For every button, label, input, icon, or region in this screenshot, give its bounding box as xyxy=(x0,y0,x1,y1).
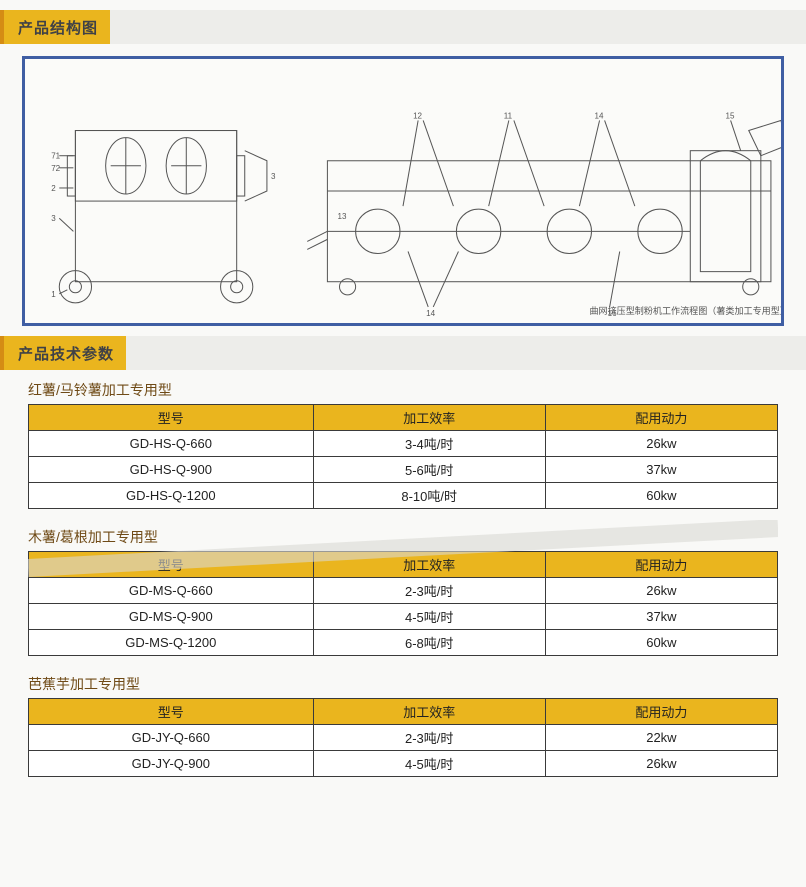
diagram-caption: 曲网挤压型制粉机工作流程图（薯类加工专用型） xyxy=(589,305,781,316)
table-cell: 3-4吨/时 xyxy=(313,431,545,457)
column-header: 加工效率 xyxy=(313,699,545,725)
svg-text:13: 13 xyxy=(337,212,346,221)
table-cell: 22kw xyxy=(545,725,777,751)
table-cell: GD-MS-Q-900 xyxy=(29,604,314,630)
svg-text:71: 71 xyxy=(51,152,60,161)
table-cell: 26kw xyxy=(545,751,777,777)
column-header: 配用动力 xyxy=(545,699,777,725)
svg-text:12: 12 xyxy=(413,111,422,120)
table-cell: 60kw xyxy=(545,483,777,509)
table-cell: GD-HS-Q-900 xyxy=(29,457,314,483)
diagram-frame: 71 72 2 3 1 3 xyxy=(22,56,784,326)
table-cell: GD-HS-Q-660 xyxy=(29,431,314,457)
table-cell: 37kw xyxy=(545,604,777,630)
column-header: 型号 xyxy=(29,552,314,578)
svg-text:3: 3 xyxy=(271,172,276,181)
table-row: GD-MS-Q-6602-3吨/时26kw xyxy=(29,578,778,604)
header-accent: 产品技术参数 xyxy=(0,336,126,370)
table-cell: GD-MS-Q-660 xyxy=(29,578,314,604)
svg-text:14: 14 xyxy=(426,309,435,318)
table-title: 红薯/马铃薯加工专用型 xyxy=(28,380,778,400)
column-header: 加工效率 xyxy=(313,552,545,578)
spec-table: 型号加工效率配用动力GD-HS-Q-6603-4吨/时26kwGD-HS-Q-9… xyxy=(28,404,778,509)
column-header: 配用动力 xyxy=(545,552,777,578)
column-header: 型号 xyxy=(29,405,314,431)
table-cell: GD-JY-Q-660 xyxy=(29,725,314,751)
section-title: 产品结构图 xyxy=(18,17,98,38)
table-cell: 4-5吨/时 xyxy=(313,751,545,777)
technical-drawing: 71 72 2 3 1 3 xyxy=(25,59,781,323)
svg-text:11: 11 xyxy=(504,111,513,120)
table-cell: 37kw xyxy=(545,457,777,483)
table-cell: 2-3吨/时 xyxy=(313,578,545,604)
table-cell: 26kw xyxy=(545,431,777,457)
table-row: GD-MS-Q-12006-8吨/时60kw xyxy=(29,630,778,656)
table-row: GD-JY-Q-9004-5吨/时26kw xyxy=(29,751,778,777)
table-cell: 26kw xyxy=(545,578,777,604)
column-header: 型号 xyxy=(29,699,314,725)
svg-text:3: 3 xyxy=(51,214,56,223)
table-cell: 8-10吨/时 xyxy=(313,483,545,509)
table-row: GD-HS-Q-9005-6吨/时37kw xyxy=(29,457,778,483)
table-cell: GD-HS-Q-1200 xyxy=(29,483,314,509)
section-title: 产品技术参数 xyxy=(18,343,114,364)
table-cell: GD-MS-Q-1200 xyxy=(29,630,314,656)
table-row: GD-HS-Q-6603-4吨/时26kw xyxy=(29,431,778,457)
table-cell: 2-3吨/时 xyxy=(313,725,545,751)
svg-text:14: 14 xyxy=(595,111,604,120)
table-title: 木薯/葛根加工专用型 xyxy=(28,527,778,547)
structure-section: 产品结构图 xyxy=(0,10,806,326)
table-cell: 60kw xyxy=(545,630,777,656)
table-cell: GD-JY-Q-900 xyxy=(29,751,314,777)
table-cell: 6-8吨/时 xyxy=(313,630,545,656)
spec-table: 型号加工效率配用动力GD-JY-Q-6602-3吨/时22kwGD-JY-Q-9… xyxy=(28,698,778,777)
table-cell: 5-6吨/时 xyxy=(313,457,545,483)
table-row: GD-HS-Q-12008-10吨/时60kw xyxy=(29,483,778,509)
spec-table-block: 木薯/葛根加工专用型型号加工效率配用动力GD-MS-Q-6602-3吨/时26k… xyxy=(28,527,778,656)
column-header: 加工效率 xyxy=(313,405,545,431)
tables-container: 红薯/马铃薯加工专用型型号加工效率配用动力GD-HS-Q-6603-4吨/时26… xyxy=(28,380,778,777)
spec-table: 型号加工效率配用动力GD-MS-Q-6602-3吨/时26kwGD-MS-Q-9… xyxy=(28,551,778,656)
svg-text:2: 2 xyxy=(51,184,56,193)
svg-text:72: 72 xyxy=(51,164,60,173)
table-row: GD-MS-Q-9004-5吨/时37kw xyxy=(29,604,778,630)
table-cell: 4-5吨/时 xyxy=(313,604,545,630)
section-header: 产品技术参数 xyxy=(0,336,806,370)
header-accent: 产品结构图 xyxy=(0,10,110,44)
spec-table-block: 红薯/马铃薯加工专用型型号加工效率配用动力GD-HS-Q-6603-4吨/时26… xyxy=(28,380,778,509)
column-header: 配用动力 xyxy=(545,405,777,431)
svg-text:15: 15 xyxy=(726,111,735,120)
spec-table-block: 芭蕉芋加工专用型型号加工效率配用动力GD-JY-Q-6602-3吨/时22kwG… xyxy=(28,674,778,777)
table-row: GD-JY-Q-6602-3吨/时22kw xyxy=(29,725,778,751)
table-title: 芭蕉芋加工专用型 xyxy=(28,674,778,694)
specs-section: 产品技术参数 红薯/马铃薯加工专用型型号加工效率配用动力GD-HS-Q-6603… xyxy=(0,336,806,777)
section-header: 产品结构图 xyxy=(0,10,806,44)
svg-text:1: 1 xyxy=(51,290,56,299)
